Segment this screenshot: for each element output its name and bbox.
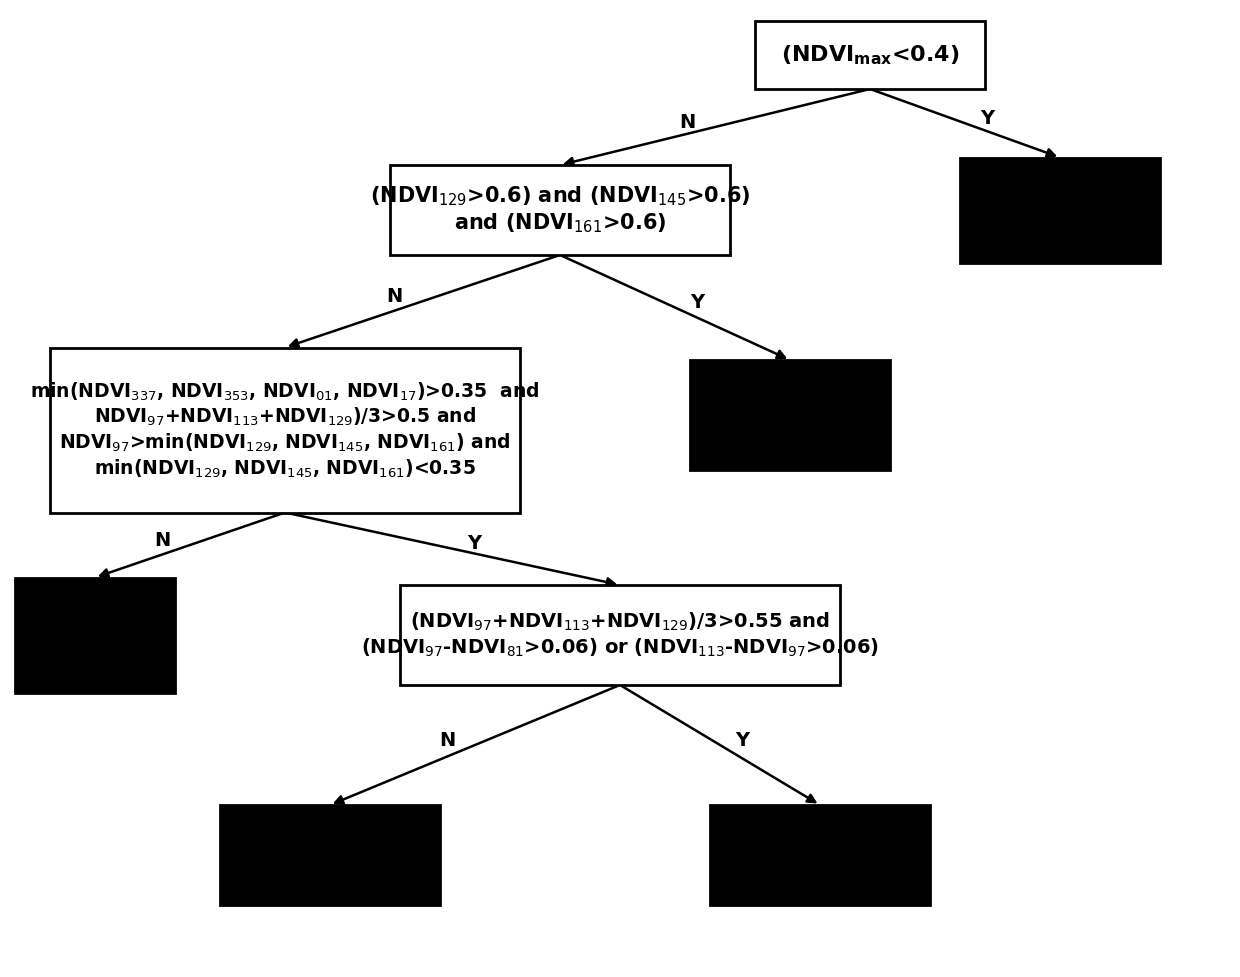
- Text: (NDVI$_{129}$>0.6) and (NDVI$_{145}$>0.6)
and (NDVI$_{161}$>0.6): (NDVI$_{129}$>0.6) and (NDVI$_{145}$>0.6…: [370, 185, 750, 235]
- Text: Y: Y: [689, 293, 704, 312]
- Text: N: N: [154, 531, 170, 549]
- Text: min(NDVI$_{337}$, NDVI$_{353}$, NDVI$_{01}$, NDVI$_{17}$)>0.35  and
NDVI$_{97}$+: min(NDVI$_{337}$, NDVI$_{353}$, NDVI$_{0…: [30, 380, 539, 480]
- Text: N: N: [387, 287, 403, 306]
- Text: Y: Y: [735, 731, 749, 749]
- Bar: [960, 157, 1159, 263]
- Text: (NDVI$_{97}$+NDVI$_{113}$+NDVI$_{129}$)/3>0.55 and
(NDVI$_{97}$-NDVI$_{81}$>0.06: (NDVI$_{97}$+NDVI$_{113}$+NDVI$_{129}$)/…: [361, 611, 879, 659]
- Bar: [219, 805, 440, 905]
- Text: Y: Y: [980, 108, 994, 128]
- Bar: [689, 360, 890, 470]
- Bar: [401, 585, 839, 685]
- Text: N: N: [678, 112, 696, 132]
- Text: N: N: [439, 731, 455, 749]
- Bar: [15, 577, 175, 693]
- Bar: [391, 165, 730, 255]
- Bar: [755, 21, 985, 89]
- Bar: [711, 805, 930, 905]
- Bar: [50, 348, 520, 513]
- Text: Y: Y: [467, 534, 481, 553]
- Text: (NDVI$_\mathregular{max}$<0.4): (NDVI$_\mathregular{max}$<0.4): [781, 43, 960, 66]
